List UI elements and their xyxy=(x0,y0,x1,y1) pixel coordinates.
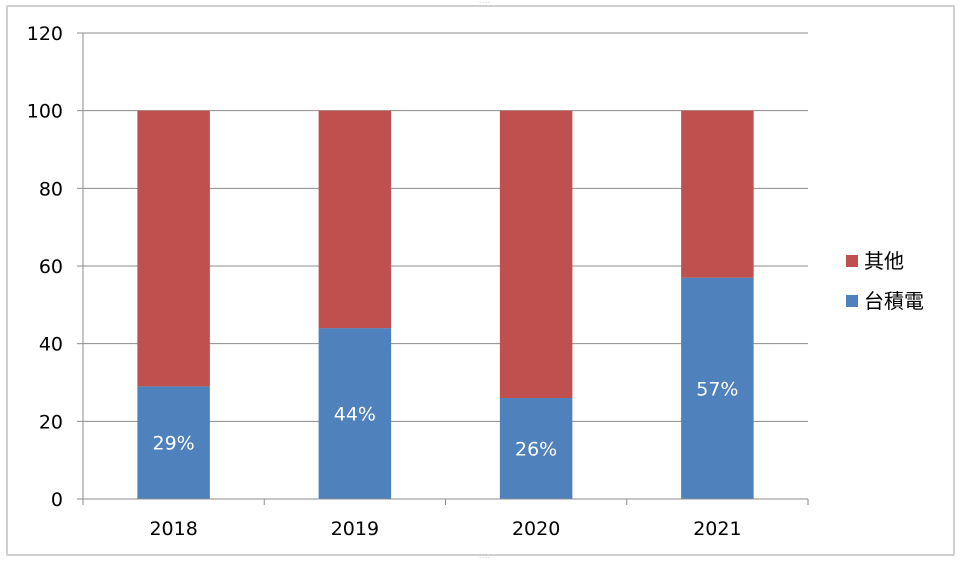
y-tick-label: 20 xyxy=(39,411,63,433)
x-tick-label: 2020 xyxy=(512,518,560,540)
bar-tsmc-2019 xyxy=(318,328,392,499)
y-tick-label: 80 xyxy=(39,178,63,200)
legend-label: 其他 xyxy=(864,249,904,273)
data-label: 26% xyxy=(515,439,557,461)
y-tick-label: 120 xyxy=(27,23,63,45)
chart-frame xyxy=(6,5,955,556)
x-tick-label: 2019 xyxy=(331,518,379,540)
x-tick-label: 2021 xyxy=(693,518,741,540)
bar-other-2020 xyxy=(499,110,573,399)
data-label: 44% xyxy=(334,404,376,426)
bar-tsmc-2020 xyxy=(499,398,573,499)
bar-other-2019 xyxy=(318,110,392,329)
y-tick-label: 100 xyxy=(27,101,63,123)
y-tick-label: 40 xyxy=(39,334,63,356)
bar-tsmc-2018 xyxy=(137,386,210,499)
resize-handle-bottom[interactable]: ···· xyxy=(479,555,491,562)
x-axis: 2018 2019 2020 2021 xyxy=(82,498,809,540)
y-tick-label: 0 xyxy=(51,489,63,511)
data-label: 57% xyxy=(696,378,738,400)
x-tick-label: 2018 xyxy=(149,518,197,540)
bar-other-2018 xyxy=(137,110,210,387)
y-tick-label: 60 xyxy=(39,256,63,278)
bar-tsmc-2021 xyxy=(681,277,754,499)
legend-swatch xyxy=(846,295,858,307)
y-axis: 0 20 40 60 80 100 120 xyxy=(27,23,84,511)
data-label: 29% xyxy=(153,433,195,455)
bar-other-2021 xyxy=(681,110,754,278)
legend-label: 台積電 xyxy=(864,289,924,313)
legend-swatch xyxy=(846,255,858,267)
resize-handle-top[interactable]: ···· xyxy=(479,0,491,7)
bars: 29% 44% 26% 57% xyxy=(137,110,754,499)
